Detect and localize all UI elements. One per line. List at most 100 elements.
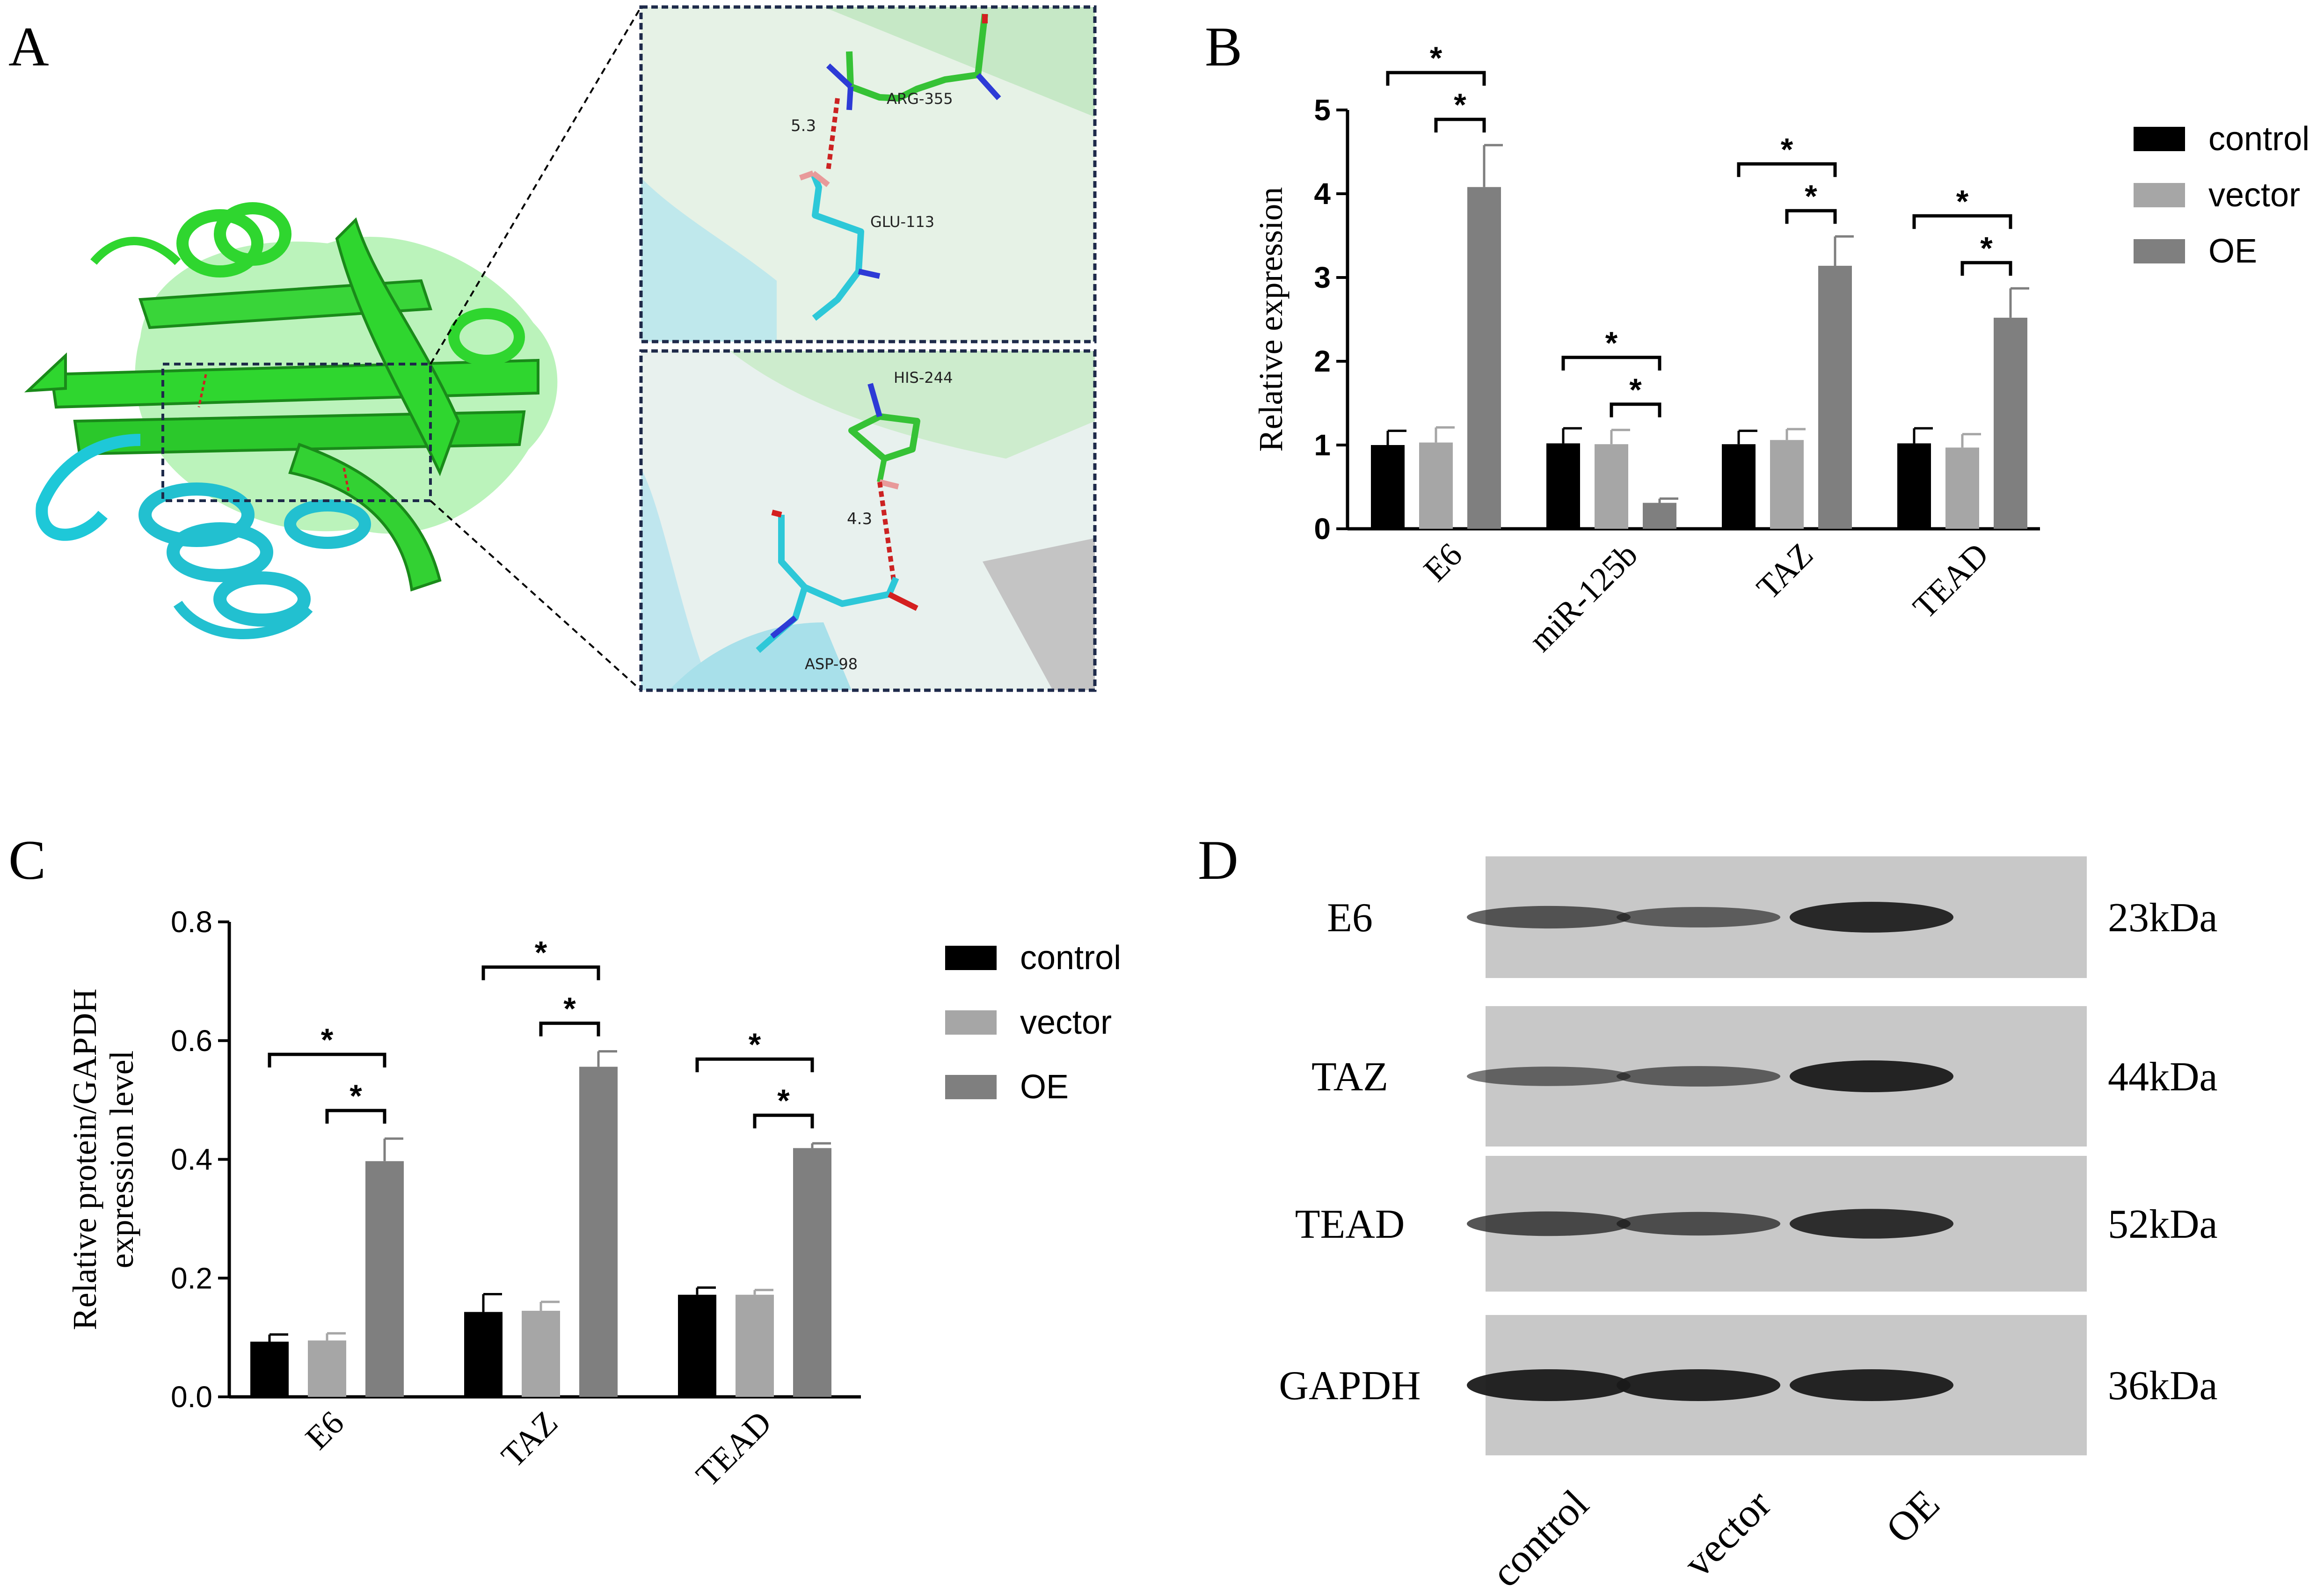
legend-label-control: control (2208, 120, 2309, 158)
bar-OE (1994, 317, 2027, 529)
legend-swatch-vector (2134, 183, 2185, 207)
blot-size-label: 36kDa (2108, 1363, 2218, 1409)
significance-star: * (321, 1022, 334, 1058)
significance-bracket (1561, 356, 1661, 371)
significance-star: * (1980, 230, 1993, 266)
blot-size-label: 52kDa (2108, 1202, 2218, 1247)
significance-star: * (1430, 40, 1442, 76)
significance-star: * (749, 1027, 761, 1062)
y-axis-label: Relative expression (1252, 187, 1289, 452)
y-tick-label: 4 (1314, 177, 1331, 211)
blot-band (1617, 1212, 1780, 1236)
blot-protein-label: TAZ (1311, 1054, 1388, 1100)
significance-bracket (695, 1057, 814, 1073)
bar-control (1722, 444, 1756, 529)
x-tick-label: E6 (298, 1404, 351, 1457)
bar-control (464, 1312, 503, 1397)
y-tick-label: 0.4 (171, 1143, 212, 1176)
y-tick-label: 0 (1314, 512, 1331, 546)
legend-label-vector: vector (1020, 1004, 1112, 1041)
bar-control (1546, 443, 1580, 529)
blot-protein-label: GAPDH (1279, 1363, 1421, 1409)
legend-swatch-control (2134, 127, 2185, 151)
significance-star: * (1454, 87, 1466, 123)
y-tick-label: 0.8 (171, 905, 212, 939)
chart-c: 0.0 0.2 0.4 0.6 0.8 Relative protein/GAPDH exp… (66, 905, 861, 1494)
bar-OE (579, 1066, 618, 1397)
blot-lane-label: vector (1675, 1482, 1780, 1586)
y-tick-label: 5 (1314, 93, 1331, 127)
western-blot: E6 23kDa TAZ 44kDa TEAD 52kDa GAPDH 36kDa contro… (1279, 856, 2218, 1592)
bar-OE (365, 1161, 404, 1397)
x-tick-label: TEAD (1906, 536, 1996, 626)
significance-bracket (325, 1109, 386, 1124)
panel-letter-c: C (8, 829, 46, 891)
panel-d: D E6 23kDa TAZ 44kDa TEAD 52kDa GAPDH 36kDa cont… (1198, 829, 2218, 1592)
inset-lower-res1: HIS-244 (894, 369, 953, 387)
panel-c: C 0.0 0.2 0.4 0.6 0.8 Relative protein/GAPDH e… (8, 829, 1121, 1494)
significance-bracket (1434, 117, 1486, 133)
panel-letter-b: B (1205, 15, 1242, 78)
inset-upper-distance: 5.3 (791, 117, 816, 135)
y-tick-label: 2 (1314, 344, 1331, 378)
significance-star: * (1805, 178, 1817, 214)
significance-bracket (268, 1052, 386, 1068)
blot-band (1617, 1066, 1780, 1087)
x-tick-label: TAZ (1749, 536, 1820, 606)
bar-vector (308, 1340, 346, 1397)
legend-label-vector: vector (2208, 176, 2300, 214)
significance-bracket (1912, 214, 2012, 229)
x-tick-label: TAZ (494, 1404, 565, 1475)
panel-a: A (8, 5, 1097, 692)
legend-swatch-OE (945, 1075, 997, 1099)
significance-star: * (350, 1078, 362, 1114)
x-tick-label: E6 (1416, 536, 1469, 589)
legend-c: control vector OE (945, 939, 1121, 1106)
legend-b: control vector OE (2134, 120, 2309, 270)
panel-letter-d: D (1198, 829, 1238, 891)
protein-cartoon (24, 202, 558, 639)
y-axis-label: Relative protein/GAPDH (66, 989, 103, 1330)
x-tick-label: miR-125b (1522, 536, 1645, 659)
bar-vector (736, 1294, 774, 1397)
bar-vector (1419, 442, 1453, 529)
significance-star: * (1781, 131, 1793, 167)
blot-band (1790, 1369, 1953, 1401)
inset-lower-res2: ASP-98 (805, 655, 858, 673)
bar-control (1897, 443, 1931, 529)
bar-control (250, 1342, 289, 1397)
blot-band (1790, 902, 1953, 933)
legend-label-OE: OE (2208, 233, 2257, 270)
blot-lane-label: control (1483, 1482, 1597, 1592)
significance-bracket (1960, 261, 2012, 276)
zoom-line-bottom (430, 500, 642, 691)
chart-b: 0 1 2 3 4 5 Relative expression * * E6 * * miR-125b *… (1252, 40, 2040, 659)
legend-swatch-vector (945, 1010, 997, 1035)
y-tick-label: 1 (1314, 428, 1331, 462)
legend-label-control: control (1020, 939, 1121, 977)
significance-bracket (1610, 402, 1661, 417)
blot-lane-label: OE (1878, 1482, 1949, 1553)
bar-control (678, 1294, 716, 1397)
x-tick-label: TEAD (689, 1404, 779, 1494)
blot-band (1467, 1211, 1631, 1236)
significance-bracket (1785, 209, 1837, 224)
bar-OE (1467, 187, 1501, 529)
significance-star: * (1605, 325, 1618, 361)
zoom-line-top (430, 6, 642, 365)
significance-bracket (1386, 71, 1486, 86)
significance-bracket (481, 965, 600, 980)
bar-vector (1595, 444, 1628, 529)
significance-star: * (777, 1083, 790, 1118)
blot-band (1617, 1369, 1780, 1401)
bar-vector (522, 1311, 560, 1397)
inset-upper: 5.3 ARG-355 GLU-113 (639, 5, 1097, 343)
legend-swatch-control (945, 946, 997, 970)
bar-vector (1770, 440, 1804, 529)
blot-protein-label: E6 (1327, 895, 1373, 941)
inset-upper-res1: ARG-355 (887, 90, 953, 108)
significance-bracket (1737, 162, 1837, 177)
blot-size-label: 23kDa (2108, 895, 2218, 941)
blot-band (1467, 1369, 1631, 1401)
